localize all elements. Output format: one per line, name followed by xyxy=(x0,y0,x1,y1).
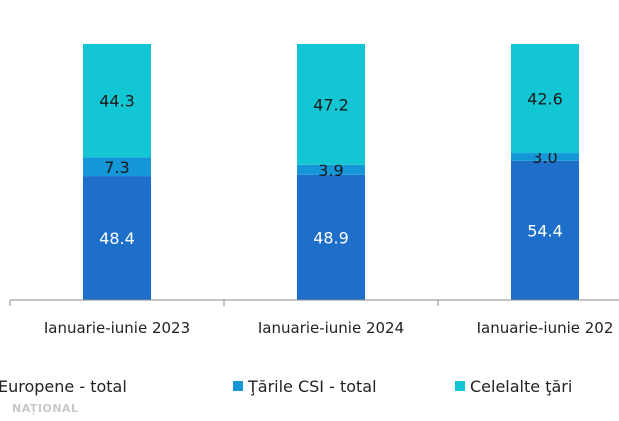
legend-label: Europene - total xyxy=(0,377,127,396)
x-tick-label: Ianuarie-iunie 2024 xyxy=(258,319,404,337)
data-label: 47.2 xyxy=(313,95,349,114)
x-tick-label: Ianuarie-iunie 2023 xyxy=(44,319,190,337)
x-tick-label: Ianuarie-iunie 202 xyxy=(477,319,614,337)
data-label: 48.9 xyxy=(313,228,349,247)
data-label: 42.6 xyxy=(527,90,563,109)
bar-segment xyxy=(83,157,151,177)
legend-marker xyxy=(455,381,465,391)
data-label: 7.3 xyxy=(104,158,129,177)
legend-marker xyxy=(233,381,243,391)
bar-segment xyxy=(83,176,151,300)
bar-segment xyxy=(83,44,151,158)
data-label: 54.4 xyxy=(527,221,563,240)
bar-segment xyxy=(297,164,365,175)
national-watermark: NAȚIONAL xyxy=(12,402,79,415)
bar-segment xyxy=(297,44,365,165)
legend-label: Celelalte ţări xyxy=(470,377,572,396)
data-label: 48.4 xyxy=(99,229,135,248)
bar-segment xyxy=(297,174,365,300)
legend-label: Ţările CSI - total xyxy=(247,377,377,396)
data-label: 44.3 xyxy=(99,92,135,111)
bar-segment xyxy=(511,44,579,154)
bar-segment xyxy=(511,153,579,161)
bar-segment xyxy=(511,160,579,300)
data-label: 3.9 xyxy=(318,161,343,180)
